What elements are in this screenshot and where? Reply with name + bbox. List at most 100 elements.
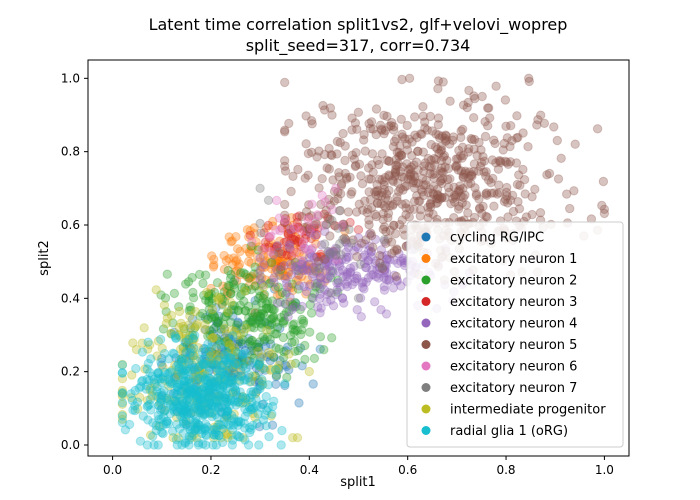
data-point xyxy=(291,265,301,275)
data-point xyxy=(270,244,281,254)
data-point xyxy=(168,433,178,443)
data-point xyxy=(466,178,476,189)
data-point xyxy=(269,284,280,294)
data-point xyxy=(193,397,203,408)
data-point xyxy=(211,365,222,376)
data-point xyxy=(211,316,221,326)
data-point xyxy=(282,250,292,260)
data-point xyxy=(305,224,315,234)
data-point xyxy=(308,293,318,304)
data-point xyxy=(274,247,284,258)
data-point xyxy=(259,363,269,374)
legend-marker xyxy=(421,340,431,349)
data-point xyxy=(305,299,315,310)
data-point xyxy=(466,170,477,180)
data-point xyxy=(464,173,474,184)
data-point xyxy=(253,342,264,352)
data-point xyxy=(240,286,250,296)
data-point xyxy=(256,262,267,272)
data-point xyxy=(178,321,188,332)
data-point xyxy=(142,395,153,405)
data-point xyxy=(305,266,315,276)
data-point xyxy=(393,158,403,169)
data-point xyxy=(495,156,506,166)
data-point xyxy=(315,308,325,318)
data-point xyxy=(315,344,325,354)
data-point xyxy=(324,164,334,174)
data-point xyxy=(196,395,206,405)
data-point xyxy=(552,135,562,146)
data-point xyxy=(405,164,415,174)
data-point xyxy=(171,333,182,343)
data-point xyxy=(505,141,515,152)
data-point xyxy=(298,318,309,329)
data-point xyxy=(275,265,286,275)
legend-item: excitatory neuron 4 xyxy=(421,317,577,332)
data-point xyxy=(240,269,251,280)
data-point xyxy=(281,361,292,372)
data-point xyxy=(282,243,292,254)
data-point xyxy=(219,264,230,274)
data-point xyxy=(338,222,348,233)
data-point xyxy=(311,282,321,292)
data-point xyxy=(204,381,214,391)
data-point xyxy=(242,225,253,235)
data-point xyxy=(130,385,140,396)
data-point xyxy=(187,431,197,441)
data-point xyxy=(283,229,293,239)
data-point xyxy=(191,382,201,392)
data-point xyxy=(197,411,208,421)
data-point xyxy=(334,206,345,216)
data-point xyxy=(281,289,291,300)
data-point xyxy=(222,337,233,347)
data-point xyxy=(404,134,414,144)
legend-marker xyxy=(421,404,431,414)
data-point xyxy=(180,438,190,448)
data-point xyxy=(189,362,199,373)
data-point xyxy=(288,224,299,235)
data-point xyxy=(188,351,198,361)
data-point xyxy=(237,355,247,366)
data-point xyxy=(153,400,164,411)
data-point xyxy=(312,261,322,272)
data-point xyxy=(174,424,185,434)
data-point xyxy=(173,369,183,379)
data-point xyxy=(261,303,272,314)
data-point xyxy=(372,264,382,275)
data-point xyxy=(325,231,335,241)
data-point xyxy=(352,305,362,315)
data-point xyxy=(209,358,219,369)
data-point xyxy=(179,383,190,393)
data-point xyxy=(279,261,289,271)
data-point xyxy=(324,252,335,262)
data-point xyxy=(514,204,525,214)
data-point xyxy=(284,349,294,359)
data-point xyxy=(145,394,156,405)
data-point xyxy=(438,167,448,178)
data-point xyxy=(194,406,205,416)
data-point xyxy=(117,388,128,399)
data-point xyxy=(234,359,245,370)
data-point xyxy=(260,410,270,420)
data-point xyxy=(327,260,337,270)
data-point xyxy=(285,330,296,341)
data-point xyxy=(271,317,281,327)
data-point xyxy=(209,430,219,440)
data-point xyxy=(184,334,194,344)
data-point xyxy=(267,349,277,359)
data-point xyxy=(216,367,226,377)
data-point xyxy=(474,194,484,204)
data-point xyxy=(500,95,511,105)
data-point xyxy=(225,420,235,431)
data-point xyxy=(258,282,269,293)
data-point xyxy=(436,175,446,186)
data-point xyxy=(124,419,135,430)
data-point xyxy=(303,245,314,255)
data-point xyxy=(390,167,401,178)
data-point xyxy=(327,215,337,226)
data-point xyxy=(176,318,186,328)
data-point xyxy=(377,191,387,201)
data-point xyxy=(206,347,217,357)
data-point xyxy=(279,347,289,357)
data-point xyxy=(351,207,362,217)
